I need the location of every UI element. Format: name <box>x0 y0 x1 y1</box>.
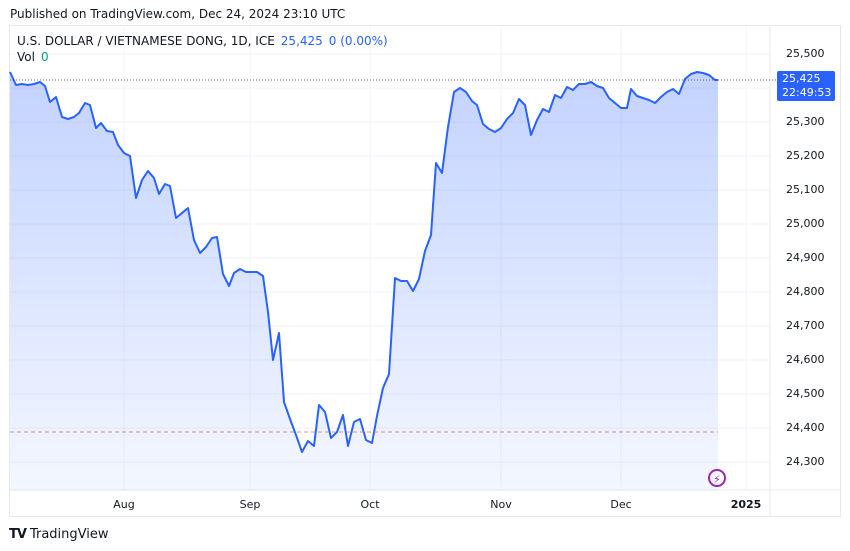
y-tick: 25,100 <box>786 183 825 196</box>
price-tag-countdown: 22:49:53 <box>782 86 832 99</box>
y-tick: 25,200 <box>786 149 825 162</box>
y-tick: 24,600 <box>786 353 825 366</box>
x-tick: Dec <box>610 498 632 511</box>
y-tick: 24,400 <box>786 421 825 434</box>
volume-label: Vol <box>17 50 35 64</box>
price-tag-value: 25,425 <box>782 72 821 85</box>
y-tick: 24,300 <box>786 455 825 468</box>
tradingview-logo-icon: TV <box>9 527 27 542</box>
x-tick: 2025 <box>730 498 762 511</box>
y-tick: 25,300 <box>786 115 825 128</box>
y-tick: 25,000 <box>786 217 825 230</box>
x-tick: Sep <box>239 498 261 511</box>
price-line <box>9 71 718 453</box>
tradingview-brand[interactable]: TV TradingView <box>9 527 108 542</box>
y-tick: 24,700 <box>786 319 825 332</box>
chart-legend: U.S. DOLLAR / VIETNAMESE DONG, 1D, ICE 25… <box>17 33 388 65</box>
chart-frame[interactable] <box>9 25 841 517</box>
symbol-name[interactable]: U.S. DOLLAR / VIETNAMESE DONG, 1D, ICE <box>17 34 275 48</box>
published-caption: Published on TradingView.com, Dec 24, 20… <box>10 7 346 21</box>
brand-name: TradingView <box>29 527 109 542</box>
y-tick: 24,900 <box>786 251 825 264</box>
area-fill <box>10 72 718 490</box>
legend-price: 25,425 <box>280 34 323 48</box>
x-tick: Aug <box>113 498 135 511</box>
y-tick: 24,800 <box>786 285 825 298</box>
last-price-tag: 25,425 22:49:53 <box>777 71 835 101</box>
volume-value: 0 <box>40 50 49 64</box>
y-tick: 24,500 <box>786 387 825 400</box>
y-tick: 25,500 <box>786 47 825 60</box>
legend-change: 0 (0.00%) <box>328 34 388 48</box>
x-tick: Oct <box>360 498 380 511</box>
lightning-event-icon[interactable]: ⚡ <box>708 469 726 487</box>
x-tick: Nov <box>490 498 512 511</box>
